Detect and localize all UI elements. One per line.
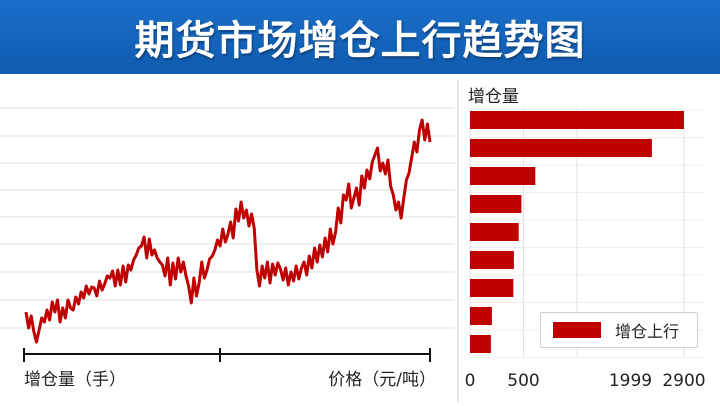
line-chart: 增仓量（手） 价格（元/吨） bbox=[0, 107, 455, 390]
panel-divider bbox=[457, 80, 459, 402]
bar bbox=[470, 139, 652, 157]
bar bbox=[470, 251, 514, 269]
bar-axis-title: 增仓量 bbox=[468, 87, 519, 107]
line-x-axis bbox=[23, 348, 431, 362]
title-banner: 期货市场增仓上行趋势图 bbox=[0, 0, 720, 74]
bar bbox=[470, 195, 522, 213]
bar bbox=[470, 335, 491, 353]
legend: 增仓上行 bbox=[540, 312, 698, 348]
line-chart-panel: 增仓量（手） 价格（元/吨） bbox=[0, 80, 455, 402]
bar bbox=[470, 223, 519, 241]
x-axis-label-left: 增仓量（手） bbox=[24, 370, 126, 390]
bar-chart-panel: 增仓量 0 500 1999 2900 bbox=[462, 80, 720, 402]
price-series-line bbox=[24, 118, 432, 344]
chart-title: 期货市场增仓上行趋势图 bbox=[134, 18, 586, 64]
bar-tick-label: 2900 bbox=[662, 371, 705, 391]
line-grid bbox=[0, 107, 455, 329]
legend-swatch bbox=[553, 322, 601, 338]
legend-label: 增仓上行 bbox=[615, 322, 680, 341]
x-axis-label-right: 价格（元/吨） bbox=[328, 370, 436, 390]
bar-chart: 增仓量 0 500 1999 2900 bbox=[465, 87, 706, 391]
bar-tick-label: 500 bbox=[507, 371, 539, 391]
bar-series bbox=[470, 111, 684, 353]
bar-tick-label: 0 bbox=[465, 371, 476, 391]
bar bbox=[470, 307, 492, 325]
bar bbox=[470, 279, 514, 297]
bar bbox=[470, 167, 536, 185]
bar-x-axis: 0 500 1999 2900 bbox=[465, 371, 706, 391]
bar-tick-label: 1999 bbox=[609, 371, 652, 391]
bar bbox=[470, 111, 684, 129]
